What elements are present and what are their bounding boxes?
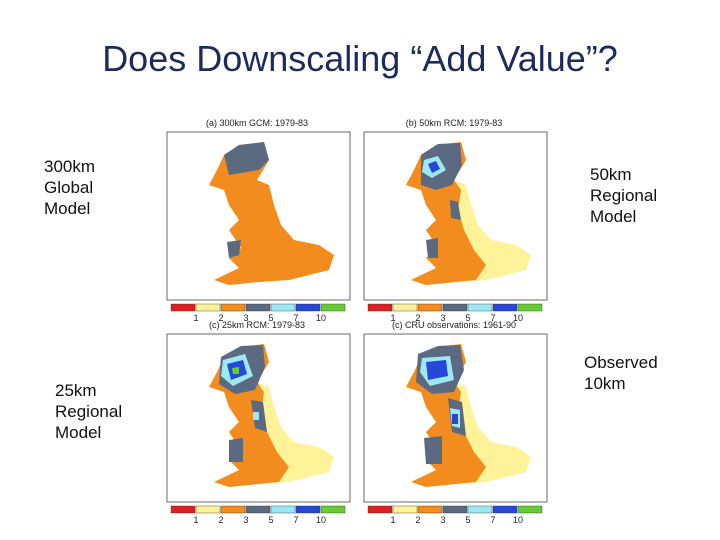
- label-line: Global: [44, 178, 94, 197]
- colorbar-segment: [492, 303, 518, 312]
- colorbar-segment: [467, 303, 493, 312]
- colorbar-segment: [442, 505, 468, 514]
- colorbar-segment: [295, 303, 321, 312]
- colorbar-segment: [392, 505, 418, 514]
- colorbar-label: 10: [316, 515, 326, 525]
- map-region: [424, 436, 442, 464]
- colorbar-label: 2: [415, 515, 420, 525]
- colorbar-label: 3: [440, 515, 445, 525]
- map-region: [253, 412, 259, 420]
- colorbar-label: 2: [415, 313, 420, 323]
- side-label: 300km Global Model: [44, 156, 95, 219]
- side-label: 25km Regional Model: [55, 380, 122, 443]
- colorbar-label: 5: [268, 313, 273, 323]
- map-panel: (b) 50km RCM: 1979-83 1 2 3 5 7 10: [363, 118, 548, 323]
- colorbar-label: 1: [193, 313, 198, 323]
- map: [209, 142, 334, 285]
- label-line: Model: [590, 207, 637, 226]
- side-label: 50km Regional Model: [590, 164, 657, 227]
- colorbar-segment: [270, 505, 296, 514]
- colorbar-label: 1: [390, 515, 395, 525]
- label-line: 25km: [55, 381, 97, 400]
- label-line: 50km: [590, 165, 632, 184]
- colorbar-segment: [367, 505, 393, 514]
- colorbar-segment: [417, 505, 443, 514]
- side-label: Observed 10km: [584, 352, 658, 394]
- panel-title: (c) CRU observations: 1961-90: [392, 320, 516, 330]
- colorbar-label: 7: [490, 515, 495, 525]
- map-panel: (c) 25km RCM: 1979-83 1 2 3 5 7 10: [166, 320, 351, 525]
- colorbar-segment: [417, 303, 443, 312]
- colorbar-label: 7: [293, 515, 298, 525]
- colorbar-segment: [517, 303, 543, 312]
- map-region: [227, 240, 241, 258]
- colorbar-segment: [195, 303, 221, 312]
- map-panel: (a) 300km GCM: 1979-83 1 2 3 5 7 10: [166, 118, 351, 323]
- map: [406, 142, 531, 285]
- colorbar-segment: [170, 303, 196, 312]
- colorbar-label: 3: [243, 515, 248, 525]
- colorbar-label: 1: [193, 515, 198, 525]
- colorbar-label: 3: [243, 313, 248, 323]
- colorbar-label: 3: [440, 313, 445, 323]
- colorbar-segment: [245, 505, 271, 514]
- panel-title: (a) 300km GCM: 1979-83: [206, 118, 308, 128]
- label-line: 10km: [584, 374, 626, 393]
- colorbar-segment: [170, 505, 196, 514]
- slide-title: Does Downscaling “Add Value”?: [102, 38, 618, 79]
- colorbar-segment: [442, 303, 468, 312]
- label-line: Observed: [584, 353, 658, 372]
- label-line: Regional: [590, 186, 658, 205]
- map-region: [229, 438, 243, 462]
- panel-title: (c) 25km RCM: 1979-83: [209, 320, 305, 330]
- map-region: [452, 414, 458, 424]
- map: [406, 344, 531, 487]
- colorbar-segment: [392, 303, 418, 312]
- colorbar-segment: [320, 303, 346, 312]
- colorbar-label: 5: [465, 313, 470, 323]
- map-region: [209, 142, 334, 285]
- map-region: [450, 200, 461, 220]
- map-region: [426, 238, 438, 258]
- colorbar-label: 10: [316, 313, 326, 323]
- colorbar-label: 7: [293, 313, 298, 323]
- colorbar-segment: [367, 303, 393, 312]
- colorbar-segment: [220, 505, 246, 514]
- map-panel: (c) CRU observations: 1961-90 1 2 3 5 7 10: [363, 320, 548, 525]
- colorbar-label: 10: [513, 515, 523, 525]
- colorbar-segment: [320, 505, 346, 514]
- colorbar-label: 7: [490, 313, 495, 323]
- colorbar-segment: [220, 303, 246, 312]
- map: [209, 344, 334, 487]
- map-region: [224, 142, 269, 175]
- colorbar-segment: [245, 303, 271, 312]
- colorbar-segment: [467, 505, 493, 514]
- colorbar-segment: [517, 505, 543, 514]
- colorbar-segment: [195, 505, 221, 514]
- map-region: [428, 161, 440, 173]
- label-line: Regional: [55, 402, 123, 421]
- colorbar-segment: [270, 303, 296, 312]
- map-region: [426, 360, 448, 380]
- colorbar-label: 5: [268, 515, 273, 525]
- colorbar-label: 10: [513, 313, 523, 323]
- colorbar-segment: [295, 505, 321, 514]
- colorbar-label: 2: [218, 515, 223, 525]
- colorbar-segment: [492, 505, 518, 514]
- label-line: 300km: [44, 157, 96, 176]
- label-line: Model: [55, 423, 102, 442]
- label-line: Model: [44, 199, 91, 218]
- map-region: [232, 367, 239, 374]
- colorbar-label: 2: [218, 313, 223, 323]
- colorbar-label: 1: [390, 313, 395, 323]
- panel-title: (b) 50km RCM: 1979-83: [406, 118, 503, 128]
- colorbar-label: 5: [465, 515, 470, 525]
